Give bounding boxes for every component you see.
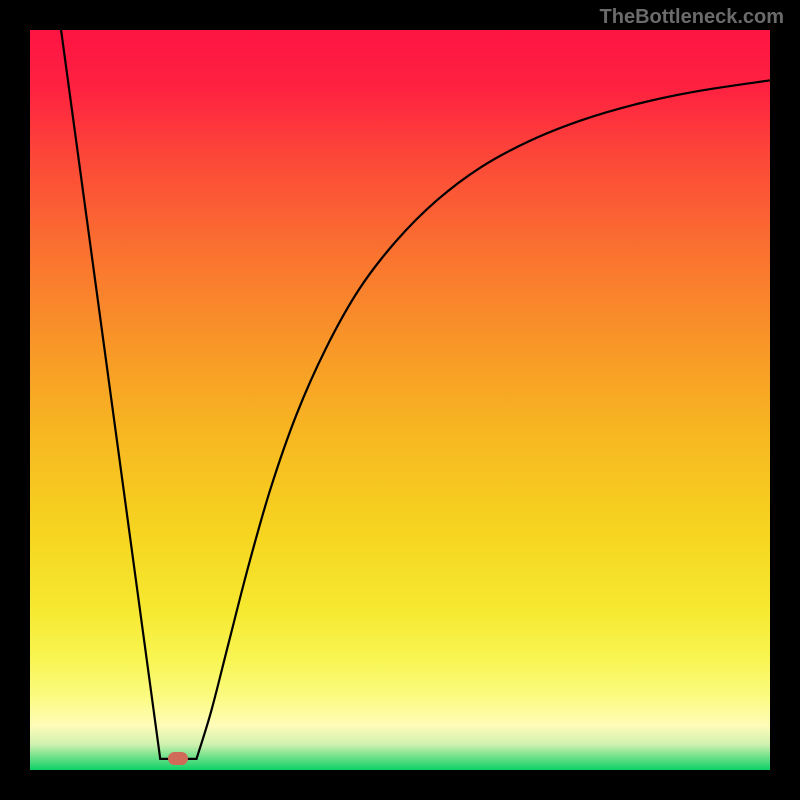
watermark-text: TheBottleneck.com xyxy=(600,6,784,29)
bottleneck-chart: TheBottleneck.com xyxy=(0,0,800,800)
optimal-marker xyxy=(168,752,188,765)
curve-svg xyxy=(30,30,770,770)
bottleneck-curve xyxy=(61,30,770,759)
plot-area xyxy=(30,30,770,770)
